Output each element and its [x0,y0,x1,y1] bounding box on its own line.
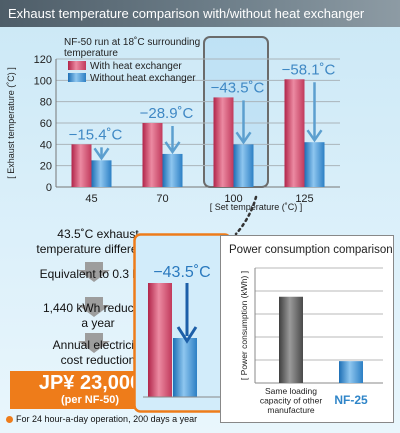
chart-note-line-1: NF-50 run at 18˚C surrounding [64,36,200,48]
bar-without-heat-exchanger [91,160,112,187]
bullet-dot [6,415,13,423]
footnote-text: For 24 hour-a-day operation, 200 days a … [16,414,198,424]
flow-down-arrow [78,262,110,282]
category-label-other: manufacture [267,405,315,415]
bar-other-manufacture [279,296,303,383]
flow-step-3-line-1: 1,440 kWh reduction [42,301,154,315]
y-tick-label: 80 [40,97,52,109]
zoom-connector [234,195,258,236]
flow-step-1-line-1: 43.5˚C exhaust [57,227,139,241]
y-tick-label: 100 [34,75,52,87]
exhaust-temperature-chart: 0 20 40 60 80 100 120 [ Exhaust temperature (˚C… [6,36,340,236]
flow-step-4-line-1: Annual electricity [52,338,144,352]
flow-down-arrow [78,333,110,353]
legend-swatch [68,61,86,70]
x-tick-label: 100 [224,193,242,205]
reduction-annotation: −28.9˚C [140,105,194,122]
savings-amount: JP¥ 23,000 [38,372,142,394]
reduction-arrow-head [93,147,110,161]
zoom-bar-with [148,283,172,397]
bar-with-heat-exchanger [142,123,163,187]
bar-nf-25 [339,361,363,383]
flow-step-2: Equivalent to 0.3 kWh [6,267,190,282]
legend-swatch [68,73,86,82]
y-tick-label: 20 [40,161,52,173]
bar-without-heat-exchanger [304,142,325,187]
zoom-detail-chart: −43.5˚C [133,233,232,413]
y-tick-label: 40 [40,139,52,151]
chart-note-line-2: temperature [64,48,118,59]
x-tick-label: 45 [85,193,97,205]
flow-step-3: 1,440 kWh reduction a year [6,301,190,331]
x-tick-label: 70 [156,193,168,205]
reduction-annotation: −58.1˚C [282,61,336,78]
y-axis-label: [ Power consumption (kWh) ] [239,271,249,380]
y-axis-label: [ Exhaust temperature (˚C) ] [6,67,16,179]
flow-step-3-line-2: a year [81,316,115,330]
category-label-nf-25: NF-25 [334,393,368,407]
savings-flow-arrows [78,262,110,353]
y-tick-label: 0 [46,182,52,194]
flow-step-4-line-2: cost reduction [60,353,136,367]
power-consumption-chart: Power consumption comparison [ Power cons… [229,244,393,415]
flow-step-1: 43.5˚C exhaust temperature differential [6,227,190,257]
header-banner: Exhaust temperature comparison with/with… [0,0,400,27]
flow-down-arrow [78,297,110,317]
power-consumption-panel: Power consumption comparison [ Power cons… [220,235,394,423]
page-title: Exhaust temperature comparison with/with… [8,6,365,21]
bar-without-heat-exchanger [162,153,183,187]
category-label-other: Same loading [265,386,317,396]
reduction-annotation: −43.5˚C [211,79,265,96]
bar-with-heat-exchanger [213,97,234,187]
footnote: For 24 hour-a-day operation, 200 days a … [6,414,197,424]
zoom-arrow-head [176,326,198,344]
x-axis-label: [ Set temperature (˚C) ] [210,202,303,212]
y-tick-label: 120 [34,54,52,66]
category-label-other: capacity of other [260,396,323,406]
legend-label: Without heat exchanger [90,73,196,84]
zoom-annotation: −43.5˚C [153,264,210,281]
bar-without-heat-exchanger [233,144,254,187]
y-tick-label: 60 [40,118,52,130]
bar-with-heat-exchanger [284,79,305,187]
reduction-arrow-head [235,131,252,145]
reduction-arrow-head [306,129,323,143]
flow-step-1-line-2: temperature differential [36,242,160,256]
flow-step-2-text: Equivalent to 0.3 kWh [39,267,157,281]
flow-step-4: Annual electricity cost reduction [6,338,190,368]
reduction-arrow-head [164,141,181,155]
zoom-bar-without [173,338,197,397]
chart-title: Power consumption comparison [229,244,393,256]
legend-label: With heat exchanger [90,61,182,72]
bar-with-heat-exchanger [71,144,92,187]
x-tick-label: 125 [295,193,313,205]
savings-per-unit: (per NF-50) [60,394,120,406]
reduction-annotation: −15.4˚C [69,126,123,143]
